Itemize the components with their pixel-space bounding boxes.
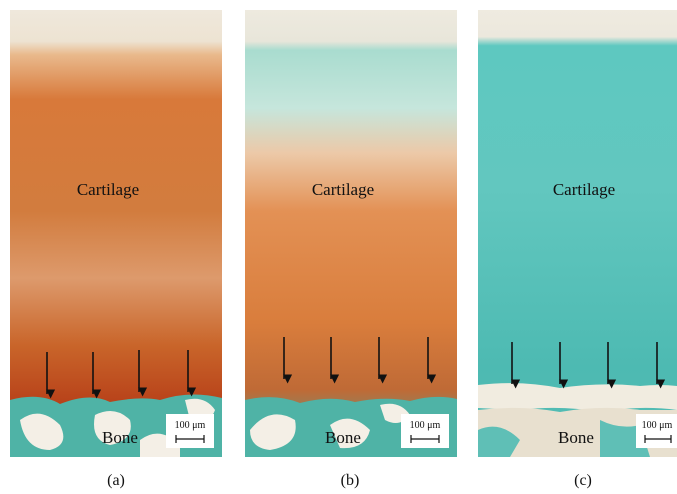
caption: (b) bbox=[341, 472, 360, 489]
scale-label: 100 μm bbox=[175, 420, 206, 431]
region-label: Cartilage bbox=[77, 180, 139, 199]
region-label: Bone bbox=[558, 428, 594, 447]
micrograph bbox=[10, 10, 222, 457]
micrograph bbox=[245, 10, 457, 457]
region-label: Bone bbox=[102, 428, 138, 447]
figure: Cartilage Cartilage Cartilage Bone Bone … bbox=[0, 0, 677, 494]
region-label: Cartilage bbox=[312, 180, 374, 199]
panel-b bbox=[245, 10, 457, 457]
panel-a bbox=[10, 10, 222, 457]
caption: (a) bbox=[107, 472, 125, 489]
panel-c bbox=[478, 10, 677, 457]
scale-label: 100 μm bbox=[410, 420, 441, 431]
region-label: Bone bbox=[325, 428, 361, 447]
tidemark-zone bbox=[478, 383, 677, 412]
scale-label: 100 μm bbox=[642, 420, 673, 431]
caption: (c) bbox=[574, 472, 592, 489]
region-label: Cartilage bbox=[553, 180, 615, 199]
